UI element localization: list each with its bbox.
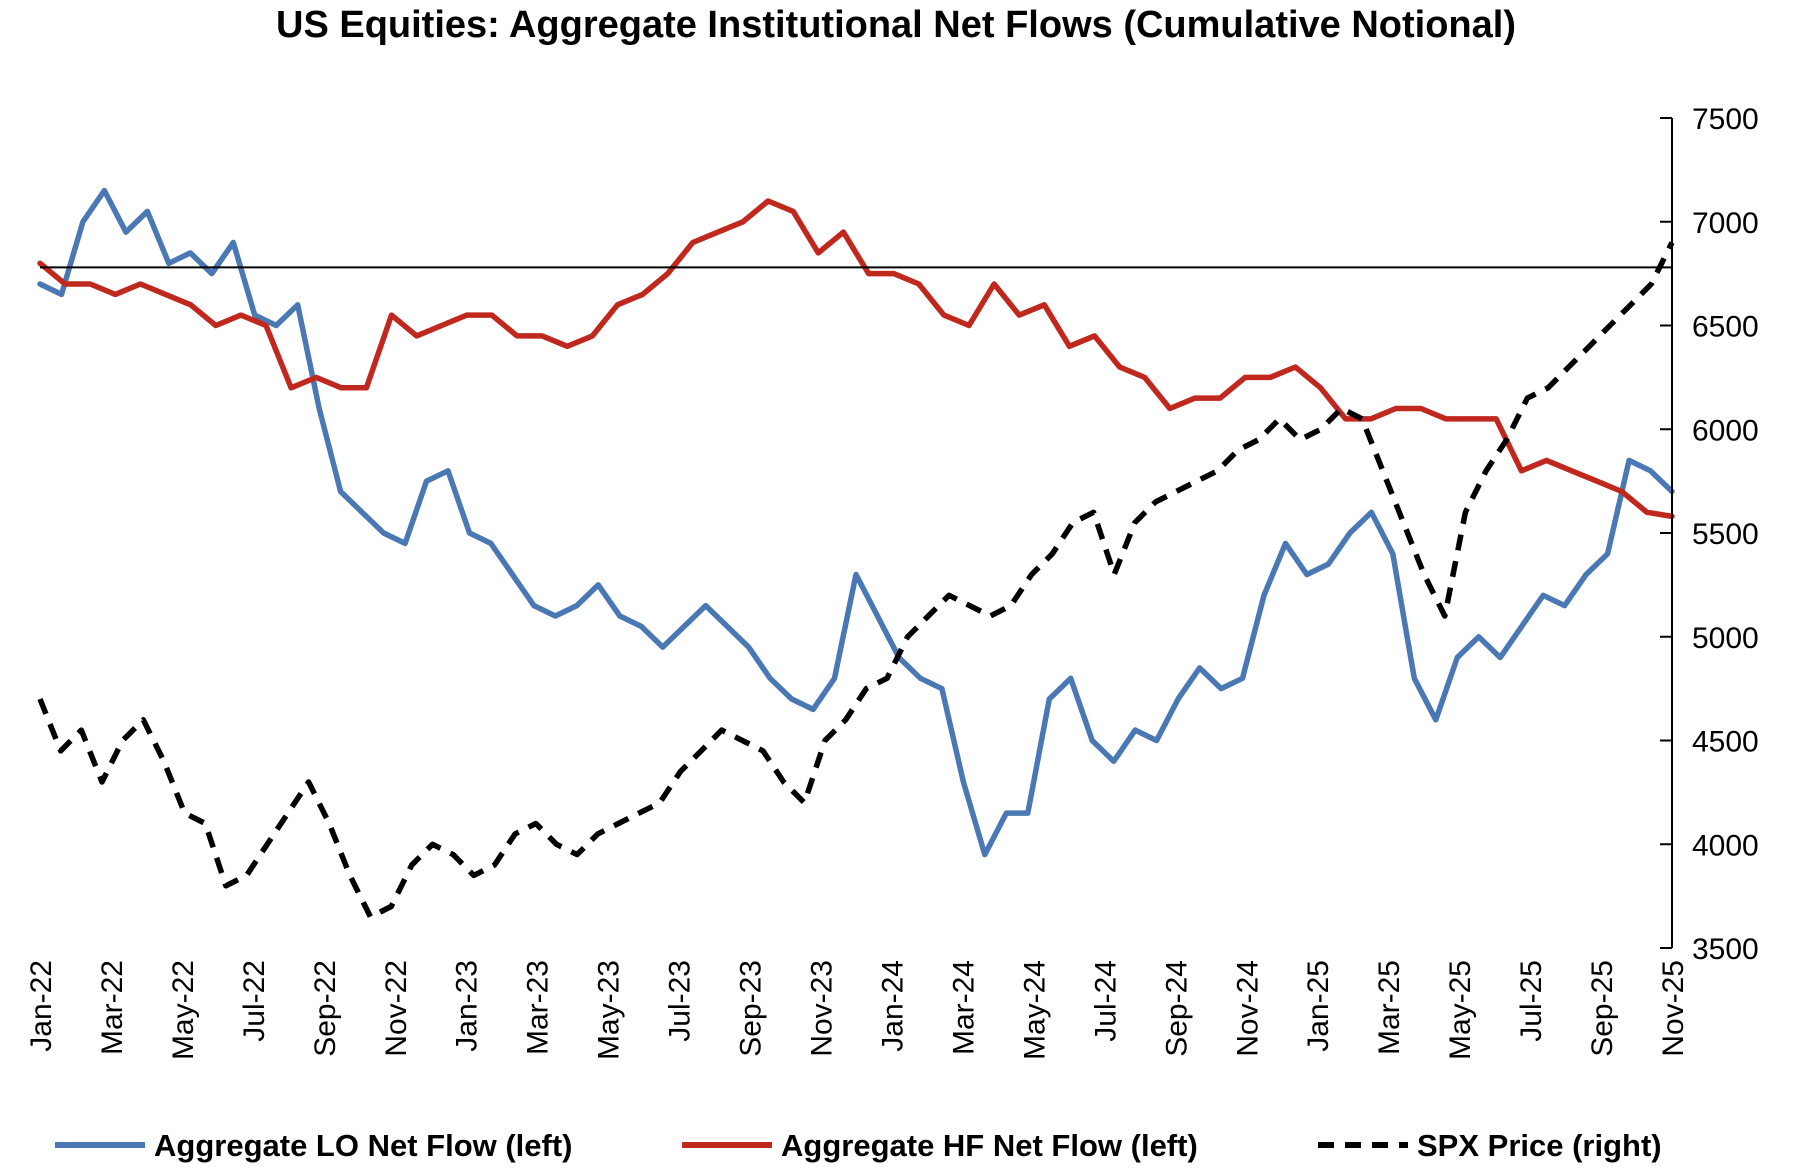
x-axis-tick-label-2: May-22 (167, 960, 200, 1060)
right-axis-tick-label-0: 3500 (1692, 933, 1759, 966)
axes: 3500 4000 4500 5000 5500 6000 6500 7000 7500 Jan-… (25, 103, 1759, 1060)
x-axis-tick-label-4: Sep-22 (309, 960, 342, 1057)
x-axis-tick-label-11: Nov-23 (806, 960, 839, 1057)
x-axis-tick-label-14: May-24 (1018, 960, 1051, 1060)
x-axis-tick-label-20: May-25 (1444, 960, 1477, 1060)
right-axis-tick-label-6: 6500 (1692, 311, 1759, 344)
x-axis-tick-label-21: Jul-25 (1515, 960, 1548, 1042)
plot-area (37, 187, 1675, 920)
x-axis-tick-label-10: Sep-23 (735, 960, 768, 1057)
legend-label-2: SPX Price (right) (1417, 1128, 1662, 1163)
x-axis-tick-label-0: Jan-22 (25, 960, 58, 1052)
legend-label-1: Aggregate HF Net Flow (left) (781, 1128, 1198, 1163)
x-axis-tick-label-6: Jan-23 (451, 960, 484, 1052)
x-axis-tick-label-7: Mar-23 (522, 960, 555, 1055)
x-axis-tick-label-17: Nov-24 (1231, 960, 1264, 1057)
x-axis-tick-label-18: Jan-25 (1302, 960, 1335, 1052)
series-line-2 (37, 241, 1675, 920)
x-axis-tick-label-16: Sep-24 (1160, 960, 1193, 1057)
x-axis-tick-label-8: May-23 (593, 960, 626, 1060)
series-line-1 (37, 198, 1675, 520)
x-axis-tick-label-12: Jan-24 (876, 960, 909, 1052)
x-axis-tick-label-5: Nov-22 (380, 960, 413, 1057)
right-axis-tick-label-2: 4500 (1692, 726, 1759, 759)
x-axis-tick-label-3: Jul-22 (238, 960, 271, 1042)
x-axis-tick-label-22: Sep-25 (1586, 960, 1619, 1057)
x-axis-tick-label-1: Mar-22 (96, 960, 129, 1055)
right-axis-tick-label-3: 5000 (1692, 622, 1759, 655)
x-axis-tick-label-13: Mar-24 (947, 960, 980, 1055)
legend: Aggregate LO Net Flow (left) Aggregate HF… (55, 1128, 1662, 1163)
x-axis-tick-label-23: Nov-25 (1657, 960, 1690, 1057)
right-axis-tick-label-4: 5500 (1692, 518, 1759, 551)
right-axis-tick-label-7: 7000 (1692, 207, 1759, 240)
x-axis-tick-label-15: Jul-24 (1089, 960, 1122, 1042)
x-axis-tick-label-9: Jul-23 (664, 960, 697, 1042)
x-axis-tick-label-19: Mar-25 (1373, 960, 1406, 1055)
chart-title: US Equities: Aggregate Institutional Net… (276, 4, 1516, 46)
right-axis-tick-label-8: 7500 (1692, 103, 1759, 136)
right-axis-tick-label-1: 4000 (1692, 829, 1759, 862)
series-line-0 (37, 187, 1675, 858)
legend-label-0: Aggregate LO Net Flow (left) (154, 1128, 573, 1163)
right-axis-tick-label-5: 6000 (1692, 414, 1759, 447)
